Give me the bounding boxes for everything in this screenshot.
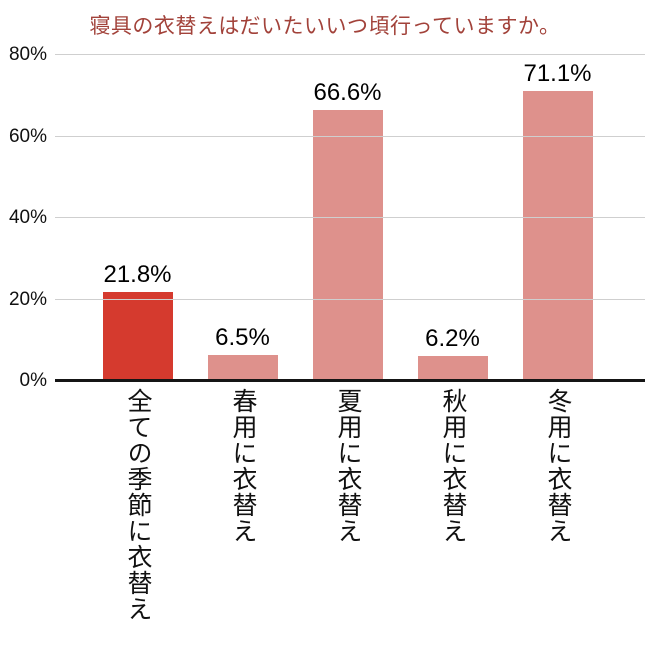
y-tick-label: 80% <box>8 44 47 65</box>
bar <box>207 354 278 381</box>
bar-value-label: 66.6% <box>313 78 382 106</box>
bar-value-label: 21.8% <box>103 261 172 289</box>
y-tick-label: 40% <box>8 207 47 228</box>
bar-value-label: 6.5% <box>215 323 270 351</box>
bars-container: 21.8% 6.5% 66.6% 6.2% 71.1% <box>85 55 610 381</box>
y-tick-label: 0% <box>19 370 47 391</box>
bar <box>417 355 488 381</box>
bar-column: 71.1% <box>505 55 610 381</box>
bar <box>522 91 593 381</box>
bar-column: 66.6% <box>295 55 400 381</box>
bar <box>102 292 173 381</box>
gridline <box>55 135 645 137</box>
chart-title: 寝具の衣替えはだいたいいつ頃行っていますか。 <box>89 15 561 38</box>
x-category-text: 春用に衣替え <box>229 388 257 544</box>
y-axis: 0% 20% 40% 60% 80% <box>0 44 47 391</box>
x-category-text: 全ての季節に衣替え <box>124 388 152 622</box>
x-axis-line <box>55 379 645 382</box>
x-category-label: 春用に衣替え <box>190 388 295 622</box>
bar <box>312 109 383 381</box>
bar-value-label: 6.2% <box>425 324 480 352</box>
x-category-text: 秋用に衣替え <box>439 388 467 544</box>
gridline <box>55 298 645 300</box>
plot-area: 21.8% 6.5% 66.6% 6.2% 71.1% <box>55 54 645 381</box>
x-category-label: 全ての季節に衣替え <box>85 388 190 622</box>
y-tick-label: 60% <box>8 125 47 147</box>
y-tick-label: 20% <box>8 288 47 310</box>
bar-value-label: 71.1% <box>523 60 592 88</box>
gridline <box>55 54 645 55</box>
x-category-text: 夏用に衣替え <box>334 388 362 544</box>
x-category-label: 冬用に衣替え <box>505 388 610 622</box>
x-axis-labels: 全ての季節に衣替え 春用に衣替え 夏用に衣替え 秋用に衣替え 冬用に衣替え <box>85 388 610 622</box>
x-category-label: 秋用に衣替え <box>400 388 505 622</box>
gridline <box>55 217 645 218</box>
x-category-label: 夏用に衣替え <box>295 388 400 622</box>
x-category-text: 冬用に衣替え <box>544 388 572 544</box>
bar-column: 21.8% <box>85 55 190 381</box>
bar-column: 6.2% <box>400 55 505 381</box>
bar-column: 6.5% <box>190 55 295 381</box>
